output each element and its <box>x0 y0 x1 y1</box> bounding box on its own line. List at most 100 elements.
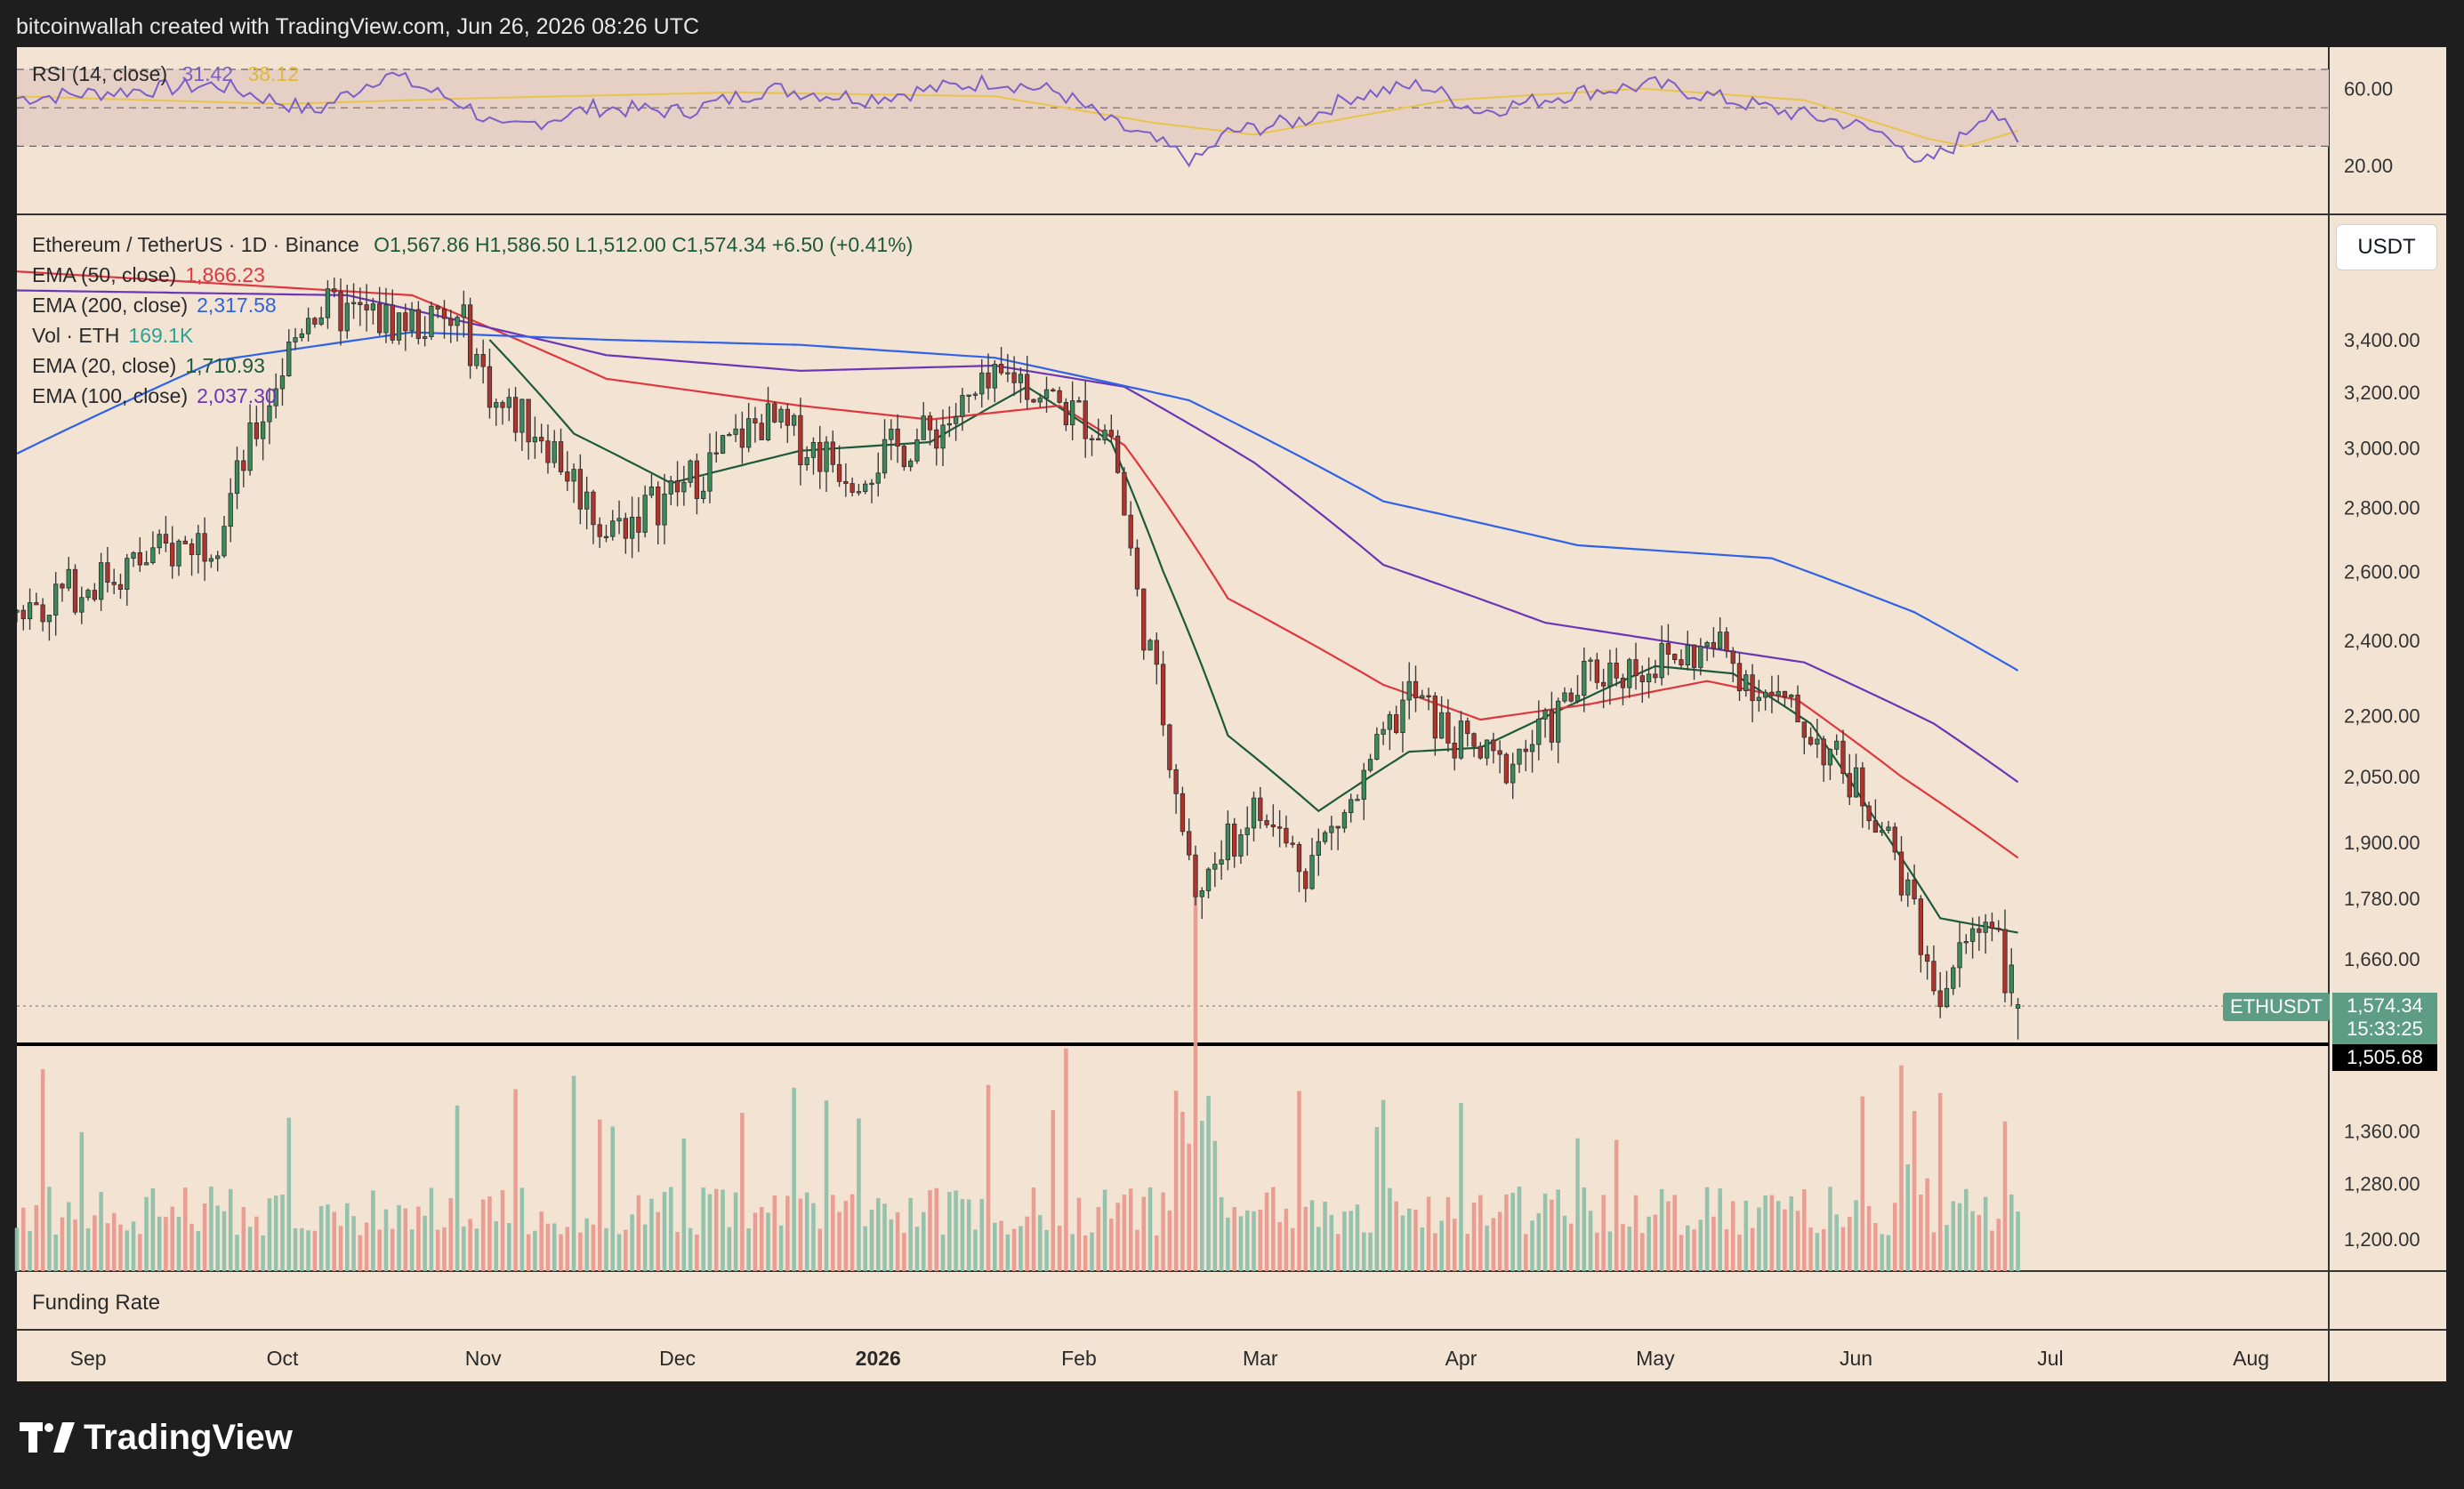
candle-body-up <box>616 518 622 522</box>
volume-bar <box>1912 1111 1917 1271</box>
candle <box>1503 752 1510 785</box>
candle <box>312 317 318 328</box>
volume-bar <box>1426 1196 1431 1271</box>
volume-bar <box>889 1219 894 1271</box>
price-tick-label: 1,360.00 <box>2344 1120 2420 1142</box>
candle-body-up <box>1951 967 1956 989</box>
candle-body-up <box>396 312 402 341</box>
symbol-legend[interactable]: Ethereum / TetherUS · 1D · Binance O1,56… <box>32 233 913 257</box>
volume-bar <box>1795 1211 1800 1271</box>
volume-bar <box>1439 1220 1444 1271</box>
candle-body-down <box>2002 929 2008 994</box>
volume-bar <box>1155 1235 1159 1271</box>
candle-body-down <box>1633 659 1639 677</box>
volume-bar <box>261 1235 265 1271</box>
legend-ema50[interactable]: EMA (50, close) 1,866.23 <box>32 263 265 287</box>
candle-body-up <box>875 472 881 484</box>
legend-ema20[interactable]: EMA (20, close) 1,710.93 <box>32 354 265 378</box>
candle-body-up <box>1574 695 1581 702</box>
candle-body-up <box>810 442 817 458</box>
candle <box>681 465 687 506</box>
candle-body-down <box>448 318 454 326</box>
candle <box>1801 721 1807 754</box>
volume-bar <box>721 1189 725 1271</box>
volume-bar <box>306 1230 310 1271</box>
legend-volume[interactable]: Vol · ETH 169.1K <box>32 324 193 348</box>
volume-bar <box>1730 1201 1735 1271</box>
tradingview-logo[interactable]: TradingView <box>20 1418 293 1457</box>
symbol-title[interactable]: Ethereum / TetherUS · 1D · Binance <box>32 233 359 256</box>
candle-body-up <box>532 437 538 443</box>
candle-body-up <box>286 342 292 376</box>
volume-bar <box>1983 1196 1988 1271</box>
volume-bar <box>578 1232 583 1271</box>
chart-frame[interactable] <box>17 47 2446 1381</box>
volume-bar <box>1471 1203 1477 1271</box>
candle-body-up <box>1070 400 1075 426</box>
date-tick-label: Jul <box>2037 1347 2063 1370</box>
candle-body-down <box>1193 854 1198 897</box>
candle <box>364 284 369 332</box>
candle <box>260 401 266 461</box>
volume-bar <box>1607 1231 1613 1271</box>
price-tick-label: 1,280.00 <box>2344 1172 2420 1195</box>
rsi-tick-label: 60.00 <box>2344 78 2393 101</box>
candle-body-down <box>1931 961 1937 992</box>
volume-bar <box>1252 1211 1256 1271</box>
candle-body-down <box>1872 820 1879 833</box>
candle <box>1847 753 1852 806</box>
volume-bar <box>759 1206 764 1271</box>
volume-bar <box>371 1190 375 1271</box>
tradingview-wordmark: TradingView <box>84 1417 293 1457</box>
candle-body-up <box>966 394 971 397</box>
candle <box>234 447 240 510</box>
candle-body-down <box>467 304 473 366</box>
candle-body-down <box>60 584 65 589</box>
volume-bar <box>1899 1065 1904 1271</box>
volume-bar <box>293 1227 298 1271</box>
candle-body-down <box>92 590 98 600</box>
candle <box>1924 946 1930 980</box>
volume-bar <box>235 1235 239 1271</box>
candle <box>1951 964 1956 995</box>
legend-ema100[interactable]: EMA (100, close) 2,037.30 <box>32 384 277 408</box>
candle-body-down <box>1180 793 1186 833</box>
candle <box>720 434 726 455</box>
candle <box>882 419 888 479</box>
volume-bar <box>21 1207 26 1271</box>
volume-bar <box>772 1195 777 1271</box>
legend-ema200-value: 2,317.58 <box>197 294 277 317</box>
legend-ema200[interactable]: EMA (200, close) 2,317.58 <box>32 294 277 318</box>
currency-button[interactable]: USDT <box>2336 224 2437 270</box>
candle-body-up <box>1944 987 1950 1008</box>
rsi-line <box>16 71 2019 168</box>
volume-bar <box>1406 1208 1412 1271</box>
candle-body-up <box>273 388 278 406</box>
volume-bar <box>202 1203 207 1271</box>
volume-bar <box>1335 1234 1341 1271</box>
volume-bar <box>1614 1139 1619 1271</box>
volume-bar <box>902 1233 906 1271</box>
candle <box>1438 696 1445 739</box>
candle-body-up <box>1685 644 1690 666</box>
candle <box>1711 627 1717 658</box>
candle-body-down <box>1051 389 1056 392</box>
candle-body-up <box>325 288 331 318</box>
candle <box>1614 648 1619 687</box>
volume-bar <box>1562 1215 1567 1271</box>
volume-bar <box>494 1220 498 1271</box>
candle <box>494 398 499 426</box>
volume-bar <box>1064 1048 1068 1271</box>
candle-body-up <box>1646 673 1652 682</box>
candle <box>332 278 337 298</box>
candle <box>1718 616 1723 651</box>
candle-body-down <box>1711 641 1717 649</box>
candle-body-down <box>20 609 26 620</box>
candle <box>1141 588 1147 660</box>
volume-bar <box>1219 1196 1224 1271</box>
last-price-value: 1,574.34 <box>2347 994 2423 1017</box>
volume-bar <box>1096 1207 1101 1271</box>
candle <box>480 339 486 384</box>
candle-body-up <box>921 415 926 440</box>
